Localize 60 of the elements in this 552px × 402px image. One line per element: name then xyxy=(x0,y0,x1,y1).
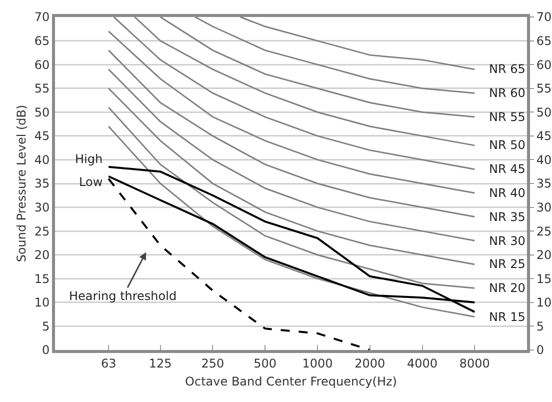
y-tick-label: 55 xyxy=(34,82,50,96)
y-tick-label: 35 xyxy=(34,176,50,191)
series-label: NR 30 xyxy=(489,234,526,248)
y-axis-title: Sound Pressure Level (dB) xyxy=(14,104,29,262)
y2-tick-label: 45 xyxy=(536,129,552,144)
y2-tick-label: 50 xyxy=(536,105,552,120)
y2-tick-label: 5 xyxy=(536,319,544,334)
y2-tick-label: 35 xyxy=(536,176,552,191)
y-tick-label: 30 xyxy=(34,200,50,214)
y2-tick-label: 25 xyxy=(536,224,552,238)
series-label: NR 45 xyxy=(489,162,526,176)
series-label: NR 65 xyxy=(489,62,526,76)
series-label: NR 35 xyxy=(489,210,526,224)
y2-tick-label: 70 xyxy=(536,10,552,24)
y2-tick-label: 65 xyxy=(536,34,552,48)
series-label: NR 55 xyxy=(489,110,526,124)
x-axis-title: Octave Band Center Frequency(Hz) xyxy=(185,374,397,388)
y-tick-label: 15 xyxy=(34,272,50,286)
y-tick-label: 5 xyxy=(42,319,50,334)
y-tick-label: 50 xyxy=(34,105,50,120)
y2-tick-label: 60 xyxy=(536,58,552,72)
series-label: Low xyxy=(79,175,103,189)
line-series xyxy=(108,88,476,266)
x-tick-label: 2000 xyxy=(354,356,386,370)
y-tick-label: 40 xyxy=(34,152,50,167)
x-tick-label: 63 xyxy=(100,356,116,370)
y2-tick-label: 30 xyxy=(536,200,552,214)
line-series xyxy=(160,17,476,118)
x-tick-label: 4000 xyxy=(406,356,438,370)
y2-tick-label: 0 xyxy=(536,343,544,358)
y-tick-label: 65 xyxy=(34,34,50,48)
y-tick-label: 25 xyxy=(34,224,50,238)
x-tick-label: 125 xyxy=(148,356,172,370)
series-label: NR 15 xyxy=(489,310,526,324)
series-label: NR 60 xyxy=(489,86,526,100)
line-series xyxy=(108,68,476,242)
y-tick-label: 10 xyxy=(34,296,50,310)
y-tick-label: 45 xyxy=(34,129,50,144)
y-tick-label: 70 xyxy=(34,10,50,24)
y-tick-label: 20 xyxy=(34,248,50,262)
y2-tick-label: 20 xyxy=(536,248,552,262)
x-tick-label: 500 xyxy=(254,356,277,370)
x-tick-label: 8000 xyxy=(459,356,490,370)
series-label: NR 20 xyxy=(489,281,526,295)
y2-tick-label: 10 xyxy=(536,296,552,310)
y2-tick-label: 40 xyxy=(536,152,552,167)
series-label: NR 40 xyxy=(489,186,526,200)
y2-tick-label: 15 xyxy=(536,272,552,286)
x-tick-label: 1000 xyxy=(302,356,333,370)
line-series xyxy=(108,106,476,289)
series-label: NR 50 xyxy=(489,138,526,152)
y2-tick-label: 55 xyxy=(536,82,552,96)
series-label: NR 25 xyxy=(489,257,526,271)
x-tick-label: 250 xyxy=(201,356,224,370)
y-tick-label: 0 xyxy=(42,343,50,358)
annotation: Hearing threshold xyxy=(69,289,177,303)
y-tick-label: 60 xyxy=(34,58,50,72)
series-label: High xyxy=(75,152,103,166)
line-series xyxy=(108,30,476,194)
line-series xyxy=(108,50,476,218)
